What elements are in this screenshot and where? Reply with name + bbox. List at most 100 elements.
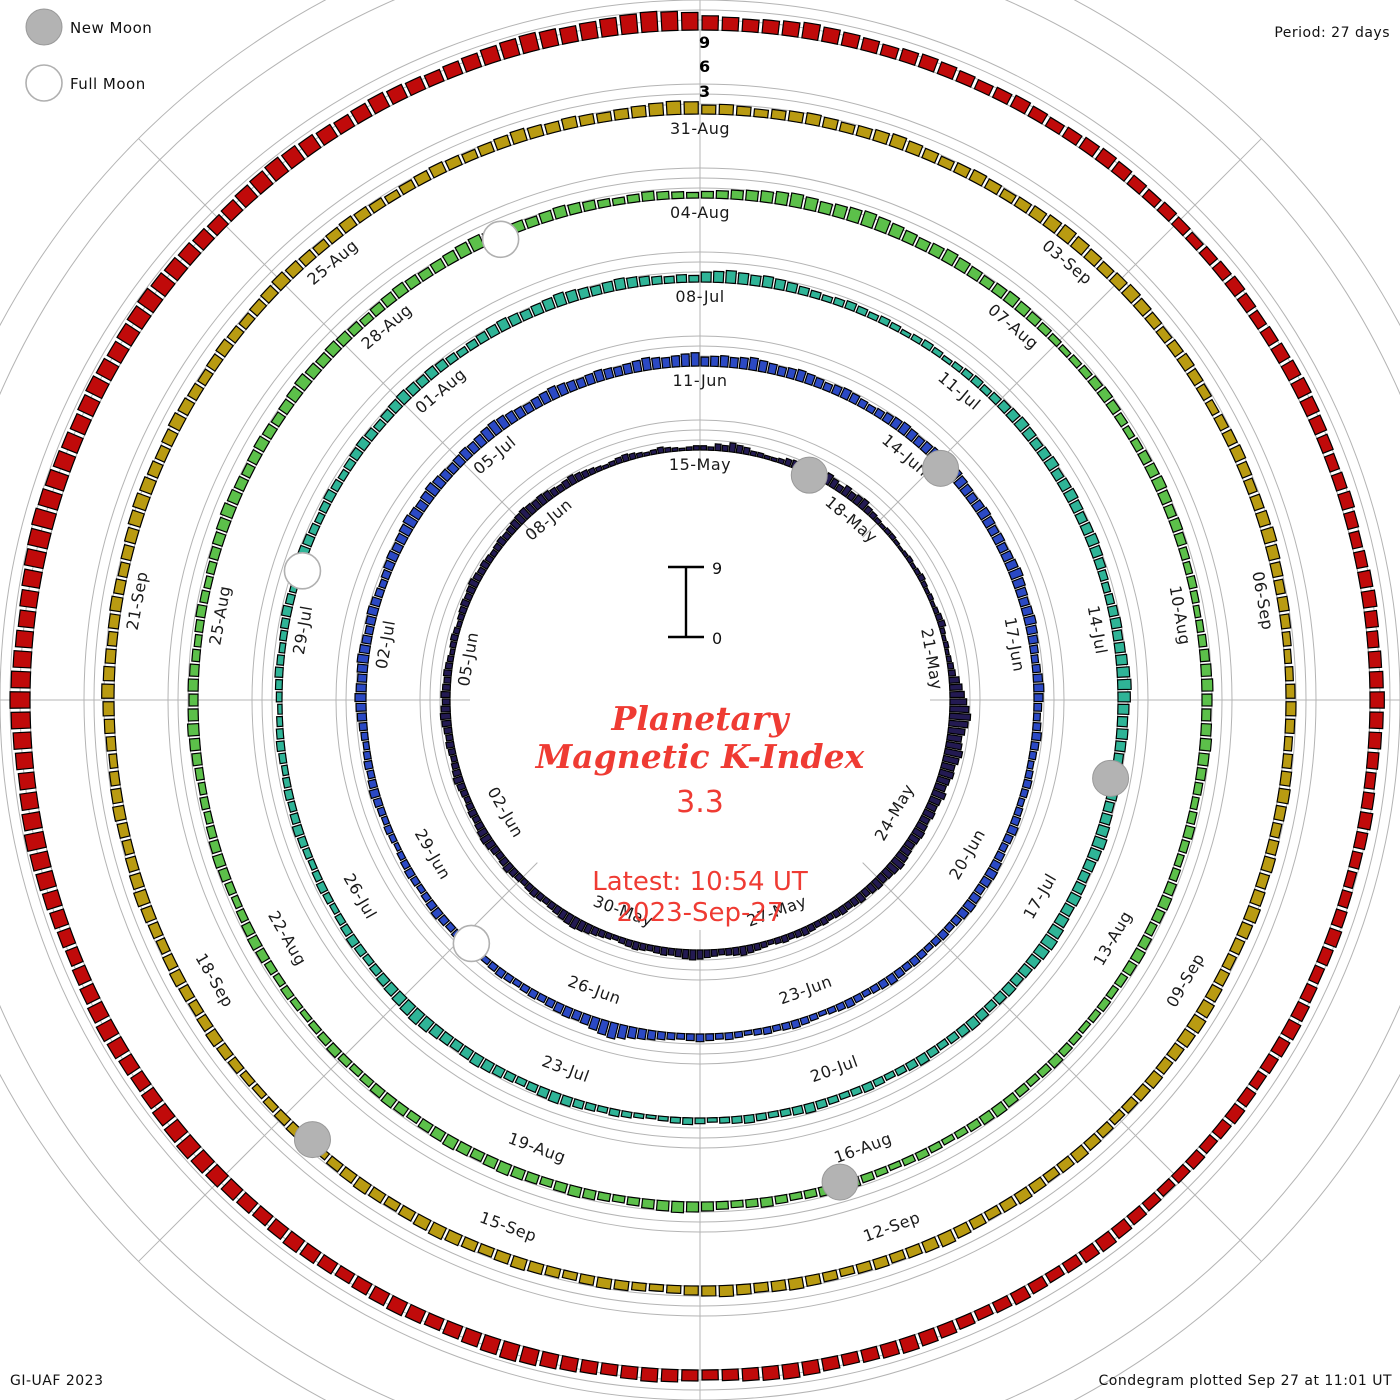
date-label: 20-Jul [808,1051,861,1086]
k-index-bar [640,190,656,202]
k-index-bar [611,196,626,207]
k-index-bar [14,751,35,771]
k-index-bar [873,516,883,526]
k-index-bar [987,391,1003,406]
k-index-bar [1360,589,1378,609]
k-index-bar [297,133,322,158]
k-index-bar [1337,490,1356,511]
k-index-bar [582,922,594,935]
k-index-bar [927,795,942,807]
k-index-bar [806,922,817,933]
k-index-bar [1360,791,1376,811]
k-index-bar [959,483,974,498]
date-label: 02-Jul [372,619,399,671]
k-index-bar [495,316,512,333]
k-index-bar [52,449,77,473]
k-index-bar [859,210,878,230]
k-index-bar [31,507,58,531]
k-index-bar [866,311,880,322]
k-index-bar [404,273,422,291]
k-index-bar [929,600,937,609]
k-index-bar [901,229,919,247]
k-index-bar [753,108,770,119]
k-index-bar [120,543,136,562]
k-index-bar [660,356,671,369]
k-index-bar [397,1204,417,1222]
k-index-bar [263,156,290,183]
k-index-bar [441,719,452,728]
k-index-bar [19,791,40,812]
date-label: 11-Jul [934,368,984,414]
k-index-bar [838,1090,851,1101]
k-index-bar [780,933,790,944]
k-index-bar [1014,300,1032,318]
k-index-bar [106,340,130,365]
legend: New Moon Full Moon [25,8,152,102]
full-moon-marker [481,220,520,259]
k-index-bar [799,1015,811,1026]
k-index-bar [362,750,372,761]
k-index-bar [1105,984,1120,1000]
k-index-bar [636,1027,648,1041]
k-index-bar [756,451,765,459]
k-index-bar [904,1242,924,1259]
k-index-bar [990,282,1008,300]
k-index-bar [759,190,775,204]
k-index-bar [373,587,386,599]
k-index-bar [505,524,517,536]
k-index-bar [587,466,597,476]
k-index-bar [893,966,906,979]
k-index-bar [414,498,430,513]
k-index-bar [380,1091,398,1109]
k-index-bar [804,1273,822,1287]
k-index-bar [1137,934,1153,951]
k-index-bar [1027,1275,1049,1295]
k-index-bar [700,271,712,283]
k-index-bar [821,381,834,393]
k-index-bar [859,1170,876,1184]
k-index-bar [927,242,946,260]
k-index-bar [455,619,464,629]
k-index-bar [275,740,286,753]
k-index-bar [986,524,1000,538]
k-index-bar [1176,1027,1197,1049]
k-index-bar [1221,952,1238,971]
k-index-bar [1198,245,1219,267]
k-index-bar [601,280,615,294]
k-index-bar [409,875,422,887]
k-index-bar [1091,835,1108,851]
k-index-bar [1323,927,1343,949]
k-index-bar [546,384,561,401]
k-index-bar [1162,880,1178,897]
k-index-bar [743,1113,756,1124]
k-index-bar [138,475,158,496]
k-index-bar [773,936,783,945]
k-index-bar [628,452,637,461]
k-index-bar [1132,297,1152,317]
k-index-bar [940,248,959,267]
k-index-bar [1176,352,1195,373]
k-index-bar [611,933,620,942]
k-index-bar [1097,568,1109,583]
k-index-bar [652,945,662,955]
k-index-bar [899,844,913,857]
k-index-bar [315,123,339,147]
k-index-bar [399,998,417,1017]
k-index-bar [763,454,772,461]
k-index-bar [1044,1264,1066,1284]
k-index-bar [367,91,391,115]
k-index-bar [613,107,630,121]
k-index-bar [1170,216,1191,237]
k-index-bar [936,619,947,629]
k-index-bar [196,368,214,387]
k-index-bar [993,850,1006,863]
k-index-bar [1006,824,1019,837]
k-index-bar [251,1083,268,1100]
k-index-bar [459,788,470,798]
k-index-bar [1032,712,1042,722]
k-index-bar [757,359,769,374]
k-index-bar [112,804,127,822]
k-index-bar [584,372,597,387]
k-index-bar [118,1053,141,1077]
k-index-bar [1117,691,1131,703]
